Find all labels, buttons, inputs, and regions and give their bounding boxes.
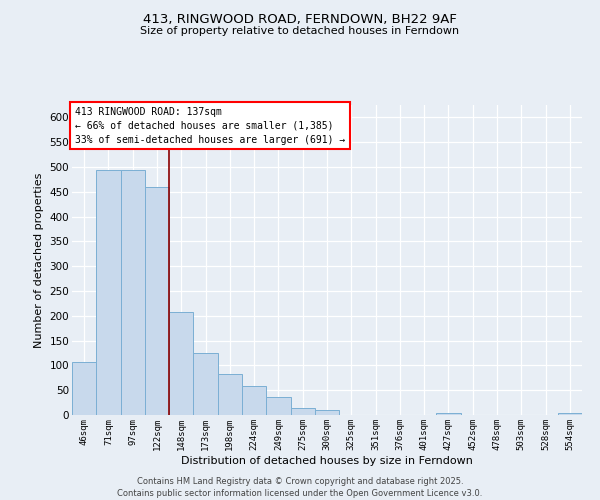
Bar	[96, 170, 121, 415]
Text: 413, RINGWOOD ROAD, FERNDOWN, BH22 9AF: 413, RINGWOOD ROAD, FERNDOWN, BH22 9AF	[143, 12, 457, 26]
X-axis label: Distribution of detached houses by size in Ferndown: Distribution of detached houses by size …	[181, 456, 473, 466]
Y-axis label: Number of detached properties: Number of detached properties	[34, 172, 44, 348]
Text: 413 RINGWOOD ROAD: 137sqm
← 66% of detached houses are smaller (1,385)
33% of se: 413 RINGWOOD ROAD: 137sqm ← 66% of detac…	[74, 106, 345, 144]
Bar	[266, 396, 290, 415]
Text: Size of property relative to detached houses in Ferndown: Size of property relative to detached ho…	[140, 26, 460, 36]
Bar	[145, 187, 169, 415]
Bar	[218, 374, 242, 415]
Bar	[72, 362, 96, 415]
Bar	[558, 412, 582, 415]
Bar	[169, 312, 193, 415]
Bar	[436, 412, 461, 415]
Bar	[193, 353, 218, 415]
Text: Contains HM Land Registry data © Crown copyright and database right 2025.
Contai: Contains HM Land Registry data © Crown c…	[118, 476, 482, 498]
Bar	[242, 386, 266, 415]
Bar	[290, 408, 315, 415]
Bar	[121, 170, 145, 415]
Bar	[315, 410, 339, 415]
